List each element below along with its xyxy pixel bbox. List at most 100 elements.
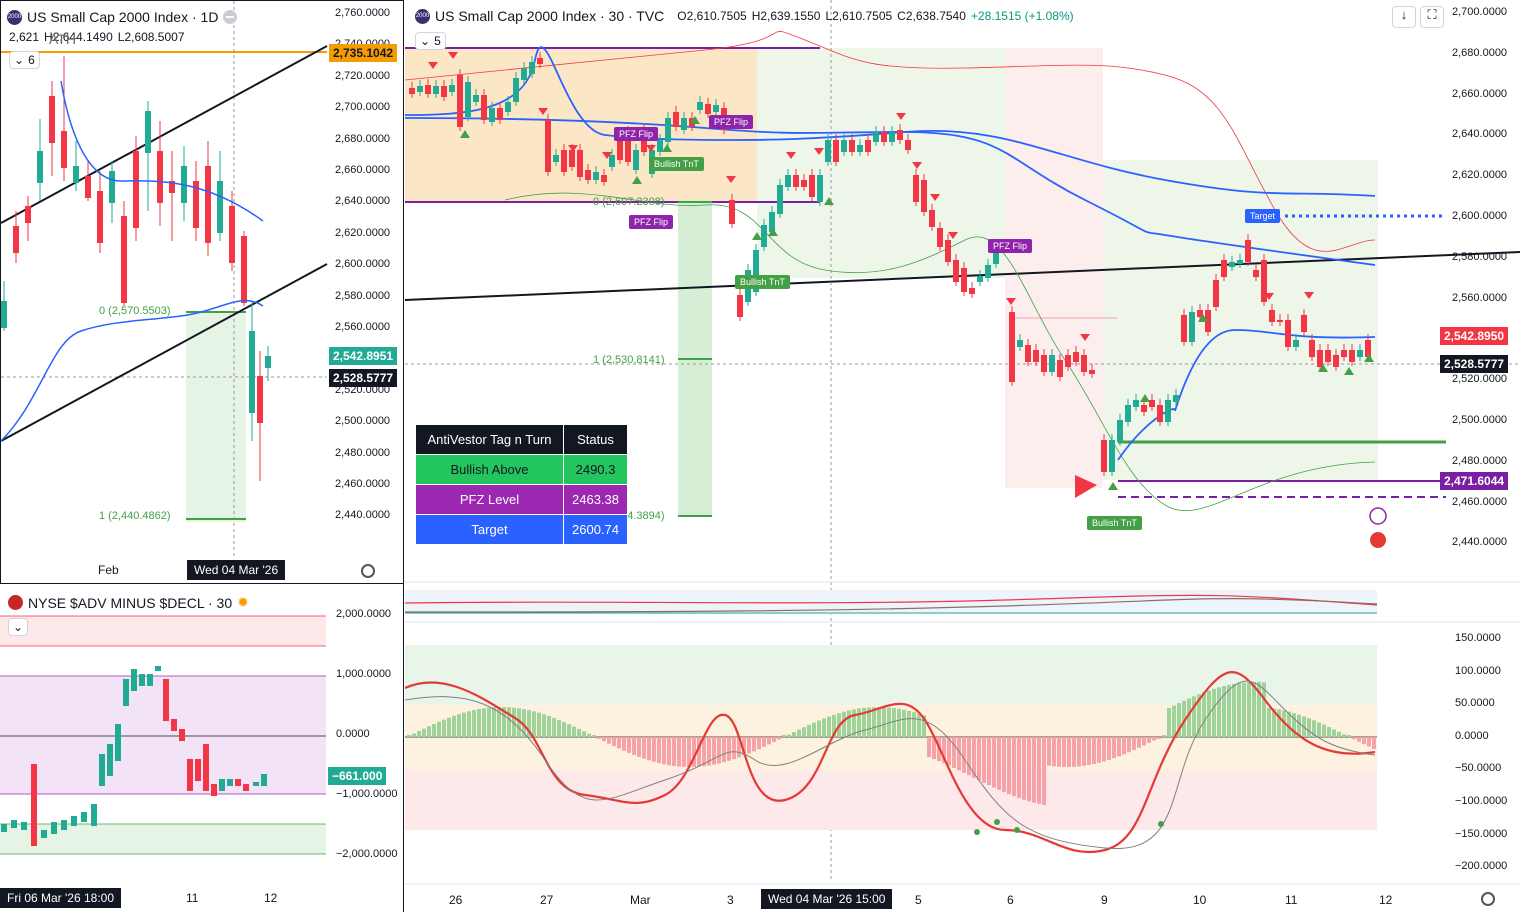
osc-value-tick: 150.0000 <box>1455 632 1501 644</box>
sell-signal-icon <box>948 232 958 239</box>
adv-decl-chart[interactable]: NYSE $ADV MINUS $DECL · 30 ✹ ⌄ 2,000.000… <box>0 584 404 912</box>
osc-histogram-bar <box>527 710 531 737</box>
osc-histogram-bar <box>1057 737 1061 767</box>
candle <box>913 175 919 202</box>
osc-slow-line <box>405 680 1376 850</box>
candle <box>577 150 583 177</box>
candle <box>217 181 223 233</box>
osc-histogram-bar <box>1247 682 1251 737</box>
candle <box>205 166 211 243</box>
candle <box>881 132 887 142</box>
time-axis-tick: 3 <box>727 893 734 907</box>
buy-signal-icon <box>1198 314 1208 322</box>
osc-histogram-bar <box>692 737 696 767</box>
adv-x-label-11: 11 <box>186 891 199 905</box>
candle <box>211 784 217 796</box>
candle <box>625 132 631 162</box>
candle <box>91 804 97 826</box>
main-30m-chart[interactable]: 2000 US Small Cap 2000 Index · 30 · TVC … <box>405 0 1520 912</box>
osc-histogram-bar <box>602 737 606 742</box>
adv-collapse-button[interactable]: ⌄ <box>8 618 29 636</box>
osc-histogram-bar <box>557 719 561 737</box>
candle <box>1301 315 1307 332</box>
main-fib-0: 0 (2,607.2308) <box>593 196 665 208</box>
candle <box>417 86 423 92</box>
candle <box>187 759 193 791</box>
osc-histogram-bar <box>702 737 706 767</box>
osc-histogram-bar <box>467 711 471 737</box>
chevron-down-icon: ⌄ <box>14 53 25 67</box>
osc-histogram-bar <box>1322 724 1326 737</box>
sell-signal-icon <box>538 108 548 115</box>
fullscreen-icon[interactable]: ⛶ <box>1420 6 1444 28</box>
sell-signal-icon <box>1006 298 1016 305</box>
osc-histogram-bar <box>1067 737 1071 767</box>
candle <box>697 102 703 110</box>
osc-histogram-bar <box>812 722 816 737</box>
osc-histogram-bar <box>922 715 926 737</box>
candle <box>249 331 255 413</box>
osc-histogram-bar <box>1062 737 1066 767</box>
settings-gear-icon[interactable] <box>1481 892 1495 906</box>
main-fib-1: 1 (2,530.8141) <box>593 354 665 366</box>
osc-histogram-bar <box>972 737 976 778</box>
adv-date-tag: Fri 06 Mar '26 18:00 <box>0 888 122 908</box>
candle <box>227 779 233 786</box>
osc-histogram-bar <box>617 737 621 749</box>
osc-histogram-bar <box>1252 682 1256 737</box>
osc-histogram-bar <box>1032 737 1036 803</box>
left-ohlc: 2,621 H2,644.1490 L2,608.5007 <box>9 30 185 44</box>
osc-histogram-bar <box>732 737 736 760</box>
osc-histogram-bar <box>662 737 666 765</box>
main-price-tick: 2,440.0000 <box>1452 536 1508 549</box>
osc-histogram-bar <box>862 707 866 737</box>
main-symbol-title[interactable]: US Small Cap 2000 Index · 30 · TVC <box>435 8 665 24</box>
osc-histogram-bar <box>1072 737 1076 767</box>
adv-symbol-title[interactable]: NYSE $ADV MINUS $DECL · 30 <box>28 594 233 611</box>
time-axis-tick: 10 <box>1193 893 1207 907</box>
adv-value-tick: −1,000.0000 <box>336 788 398 800</box>
settings-gear-icon[interactable] <box>361 564 375 578</box>
main-collapse-button[interactable]: ⌄ 5 <box>415 32 446 50</box>
candle <box>41 830 47 838</box>
adv-chart-canvas[interactable] <box>0 584 404 912</box>
osc-histogram-bar <box>417 731 421 737</box>
candle <box>99 754 105 786</box>
osc-value-tick: −150.0000 <box>1455 827 1508 840</box>
candle <box>1101 440 1107 472</box>
time-axis-tick: 9 <box>1101 893 1108 907</box>
osc-histogram-bar <box>1317 722 1321 737</box>
osc-histogram-bar <box>497 707 501 737</box>
sell-signal-icon <box>646 145 656 152</box>
left-symbol-title[interactable]: US Small Cap 2000 Index · 1D <box>27 9 219 25</box>
candle <box>253 782 259 786</box>
candle <box>657 140 663 152</box>
sell-signal-icon <box>1264 293 1274 300</box>
visibility-icon[interactable] <box>223 10 238 24</box>
candle <box>169 181 175 193</box>
osc-histogram-bar <box>1187 698 1191 737</box>
left-price-tick: 2,460.0000 <box>335 478 391 490</box>
main-chart-canvas[interactable] <box>405 0 1520 912</box>
main-price-tick: 2,600.0000 <box>1452 210 1508 222</box>
osc-histogram-bar <box>892 708 896 737</box>
buy-signal-icon <box>1344 367 1354 375</box>
left-chart-canvas[interactable] <box>1 1 404 584</box>
osc-histogram-bar <box>1172 705 1176 737</box>
osc-histogram-bar <box>592 735 596 737</box>
candle <box>857 145 863 152</box>
status-row-value: 2463.38 <box>563 484 628 515</box>
osc-histogram-bar <box>507 707 511 737</box>
candle <box>1317 350 1323 367</box>
candle <box>243 784 249 791</box>
left-daily-chart[interactable]: 2000 US Small Cap 2000 Index · 1D 2,621 … <box>0 0 404 584</box>
candle <box>1117 420 1123 442</box>
candle <box>449 85 455 92</box>
left-collapse-button[interactable]: ⌄ 6 <box>9 51 40 69</box>
osc-histogram-bar <box>542 714 546 737</box>
candle <box>261 774 267 786</box>
chevron-down-icon: ⌄ <box>420 34 431 48</box>
osc-signal-dot <box>1014 827 1020 833</box>
osc-histogram-bar <box>827 716 831 737</box>
download-icon[interactable]: ↓ <box>1392 6 1416 28</box>
